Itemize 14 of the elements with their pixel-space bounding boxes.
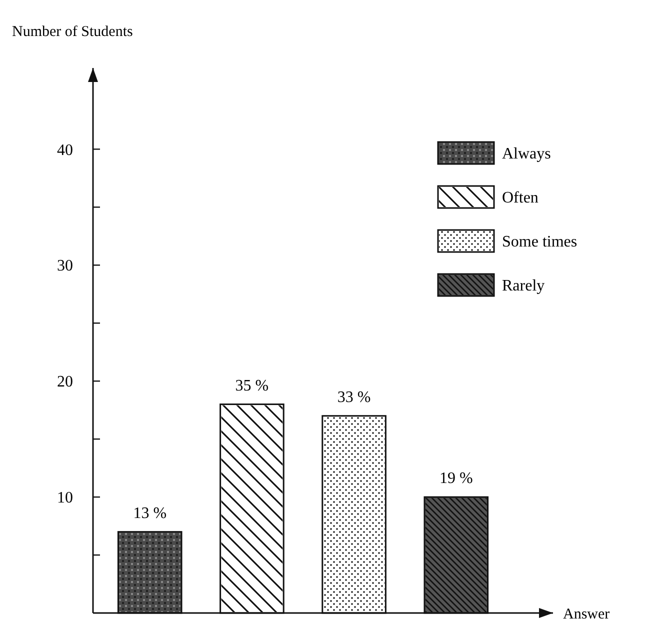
legend-label: Often — [502, 190, 538, 207]
y-tick-label: 40 — [57, 142, 73, 159]
legend-label: Rarely — [502, 278, 545, 295]
y-tick-label: 20 — [57, 374, 73, 391]
annotation: 33 % — [337, 388, 371, 406]
x-axis-title: Answer — [563, 606, 610, 622]
annotation: 35 % — [235, 377, 269, 394]
annotation: 13 % — [133, 504, 167, 522]
y-axis-title: Number of Students — [12, 24, 133, 40]
y-tick-label: 30 — [57, 258, 73, 275]
y-tick-label: 10 — [57, 490, 73, 507]
annotation: 19 % — [439, 470, 473, 488]
legend-label: Always — [502, 146, 551, 163]
legend-label: Some times — [502, 234, 578, 251]
